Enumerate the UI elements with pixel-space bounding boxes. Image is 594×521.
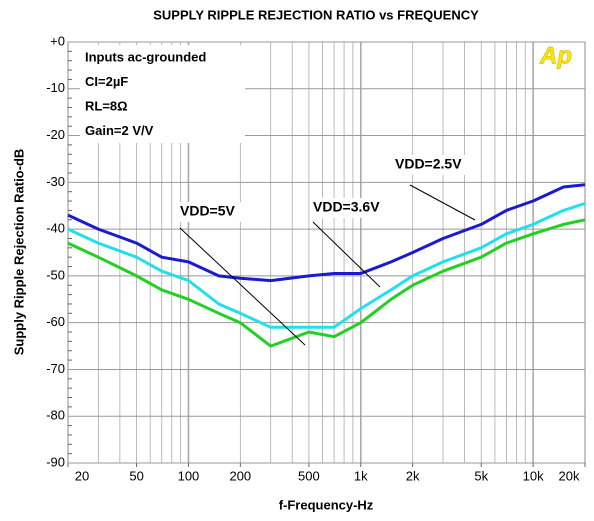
y-tick-label: -90 bbox=[46, 454, 65, 469]
series-line bbox=[67, 201, 586, 329]
x-tick-label: 20 bbox=[75, 468, 89, 483]
label-bg bbox=[311, 198, 389, 218]
note: Inputs ac-grounded bbox=[85, 49, 206, 64]
leader-line bbox=[179, 227, 306, 346]
leader-line bbox=[409, 184, 476, 221]
x-tick-label: 10k bbox=[523, 468, 544, 483]
x-tick-label: 50 bbox=[129, 468, 143, 483]
y-tick-label: -10 bbox=[46, 80, 65, 95]
series-line bbox=[67, 183, 586, 283]
x-tick-label: 100 bbox=[178, 468, 200, 483]
x-tick-label: 200 bbox=[229, 468, 251, 483]
series-line bbox=[67, 218, 586, 348]
x-tick-label: 500 bbox=[298, 468, 320, 483]
y-tick-label: -60 bbox=[46, 314, 65, 329]
logo: Ap bbox=[539, 42, 572, 69]
chart-title: SUPPLY RIPPLE REJECTION RATIO vs FREQUEN… bbox=[153, 7, 479, 22]
notes-box bbox=[80, 45, 245, 143]
series-label: VDD=5V bbox=[180, 203, 236, 219]
y-tick-label: -70 bbox=[46, 361, 65, 376]
y-axis-label: Supply Ripple Rejection Ratio-dB bbox=[11, 149, 26, 356]
x-tick-label: 2k bbox=[406, 468, 420, 483]
leader-line bbox=[312, 221, 381, 288]
x-tick-label: 5k bbox=[474, 468, 488, 483]
y-tick-label: -40 bbox=[46, 221, 65, 236]
series-label: VDD=3.6V bbox=[313, 199, 380, 215]
y-tick-label: +0 bbox=[50, 33, 65, 48]
x-tick-label: 20k bbox=[559, 468, 580, 483]
series-label: VDD=2.5V bbox=[395, 156, 462, 172]
label-bg bbox=[393, 155, 471, 175]
y-tick-label: -30 bbox=[46, 174, 65, 189]
x-tick-label: 1k bbox=[354, 468, 368, 483]
y-tick-label: -20 bbox=[46, 127, 65, 142]
x-axis-label: f-Frequency-Hz bbox=[279, 497, 374, 512]
y-tick-label: -80 bbox=[46, 408, 65, 423]
note: CI=2µF bbox=[85, 74, 128, 89]
y-tick-label: -50 bbox=[46, 267, 65, 282]
note: Gain=2 V/V bbox=[85, 123, 154, 138]
label-bg bbox=[178, 202, 256, 222]
note: RL=8Ω bbox=[85, 98, 128, 113]
